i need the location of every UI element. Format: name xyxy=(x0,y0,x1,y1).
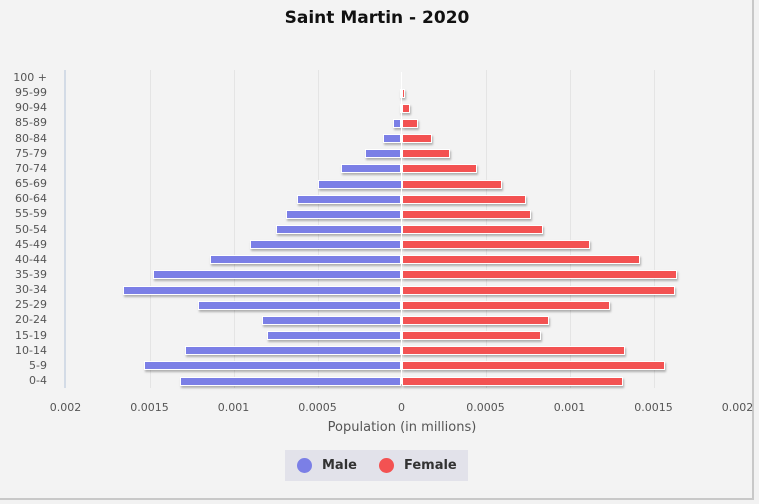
female-bar[interactable] xyxy=(401,179,503,189)
male-bar[interactable] xyxy=(262,315,402,325)
male-bar[interactable] xyxy=(122,285,402,295)
female-bar[interactable] xyxy=(401,118,419,128)
male-bar[interactable] xyxy=(393,118,402,128)
x-tick-label: 0.0015 xyxy=(634,401,673,414)
y-tick-label: 30-34 xyxy=(15,283,47,297)
gridline xyxy=(654,70,655,388)
legend-item-female[interactable]: Female xyxy=(378,458,457,473)
x-tick-label: 0.001 xyxy=(217,401,250,414)
female-bar[interactable] xyxy=(401,300,610,310)
male-bar[interactable] xyxy=(184,346,402,356)
x-tick-label: 0.002 xyxy=(721,401,754,414)
x-tick-label: 0.0005 xyxy=(466,401,505,414)
male-bar[interactable] xyxy=(364,149,402,159)
male-bar[interactable] xyxy=(275,225,402,234)
female-bar[interactable] xyxy=(401,361,666,371)
x-tick-label: 0.0015 xyxy=(130,401,169,414)
y-tick-label: 60-64 xyxy=(15,192,47,206)
x-tick-label: 0 xyxy=(398,401,405,414)
male-bar[interactable] xyxy=(152,270,402,280)
female-bar[interactable] xyxy=(401,225,543,234)
male-bar[interactable] xyxy=(285,209,402,219)
gridline xyxy=(234,70,235,388)
chart-title: Saint Martin - 2020 xyxy=(284,8,470,28)
y-tick-label: 10-14 xyxy=(15,343,47,357)
male-bar[interactable] xyxy=(198,300,402,310)
male-bar[interactable] xyxy=(317,179,402,189)
female-bar[interactable] xyxy=(401,331,541,341)
female-bar[interactable] xyxy=(401,209,531,219)
y-tick-label: 25-29 xyxy=(15,298,47,312)
legend-label-female: Female xyxy=(403,458,457,473)
female-bar[interactable] xyxy=(401,240,590,250)
y-tick-label: 50-54 xyxy=(15,222,47,236)
y-tick-label: 90-94 xyxy=(15,101,47,115)
y-tick-label: 45-49 xyxy=(15,237,47,251)
female-bar[interactable] xyxy=(401,164,478,174)
legend: Male Female xyxy=(285,450,468,481)
y-tick-label: 75-79 xyxy=(15,146,47,160)
y-tick-label: 85-89 xyxy=(15,116,47,130)
y-tick-label: 5-9 xyxy=(29,358,47,372)
x-tick-label: 0.001 xyxy=(553,401,586,414)
female-bar[interactable] xyxy=(401,315,550,325)
female-dot-icon xyxy=(378,458,394,473)
female-bar[interactable] xyxy=(401,346,625,356)
male-bar[interactable] xyxy=(383,134,402,144)
x-tick-label: 0.002 xyxy=(49,401,82,414)
y-tick-label: 40-44 xyxy=(15,252,47,266)
female-bar[interactable] xyxy=(401,255,641,265)
female-bar[interactable] xyxy=(401,88,405,98)
male-dot-icon xyxy=(297,458,312,473)
y-tick-label: 100 + xyxy=(13,71,47,84)
male-bar[interactable] xyxy=(179,376,402,386)
x-axis-label: Population (in millions) xyxy=(327,420,477,435)
female-bar[interactable] xyxy=(401,285,676,295)
male-bar[interactable] xyxy=(297,194,402,204)
legend-label-male: Male xyxy=(322,458,357,473)
y-tick-label: 0-4 xyxy=(29,374,47,387)
female-bar[interactable] xyxy=(401,270,678,280)
y-tick-label: 55-59 xyxy=(15,207,47,221)
y-axis-line xyxy=(64,70,66,388)
legend-item-male[interactable]: Male xyxy=(297,458,357,473)
y-tick-label: 80-84 xyxy=(15,131,47,145)
gridline xyxy=(150,70,151,388)
zero-line xyxy=(401,72,402,384)
y-tick-label: 95-99 xyxy=(15,86,47,100)
y-tick-label: 20-24 xyxy=(15,313,47,327)
male-bar[interactable] xyxy=(341,164,402,174)
male-bar[interactable] xyxy=(209,255,402,265)
female-bar[interactable] xyxy=(401,376,624,386)
female-bar[interactable] xyxy=(401,149,451,159)
y-tick-label: 15-19 xyxy=(15,328,47,342)
male-bar[interactable] xyxy=(250,240,402,250)
y-tick-label: 65-69 xyxy=(15,177,47,191)
male-bar[interactable] xyxy=(267,331,402,341)
female-bar[interactable] xyxy=(401,103,410,113)
x-tick-label: 0.0005 xyxy=(298,401,337,414)
gridline xyxy=(570,70,571,388)
y-tick-label: 35-39 xyxy=(15,267,47,281)
female-bar[interactable] xyxy=(401,134,432,144)
y-tick-label: 70-74 xyxy=(15,161,47,175)
female-bar[interactable] xyxy=(401,194,526,204)
male-bar[interactable] xyxy=(144,361,402,371)
